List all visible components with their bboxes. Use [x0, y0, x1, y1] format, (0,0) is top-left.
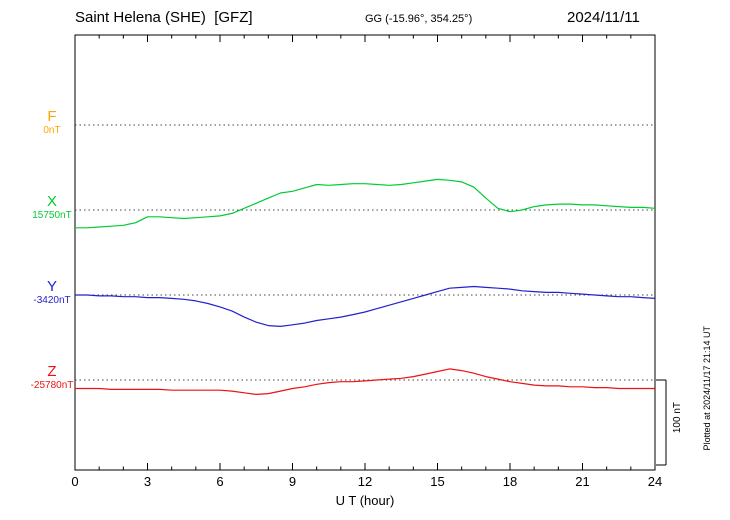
trace-x: [75, 178, 656, 229]
plotted-timestamp-note: Plotted at 2024/11/17 21:14 UT: [702, 326, 712, 451]
scale-bar-label: 100 nT: [672, 402, 683, 434]
x-tick-label: 24: [647, 474, 663, 489]
x-tick-label: 0: [71, 474, 79, 489]
channel-baseline-f: 0nT: [43, 125, 61, 136]
channel-baseline-x: 15750nT: [32, 210, 72, 221]
x-tick-label: 9: [288, 474, 297, 489]
geographic-coordinates: GG (-15.96°, 354.25°): [365, 13, 473, 25]
channel-letter-y: Y: [46, 278, 57, 295]
x-tick-label: 6: [216, 474, 224, 489]
x-tick-label: 21: [575, 474, 590, 489]
channel-label-y: Y -3420nT: [0, 278, 86, 307]
channel-label-f: F 0nT: [0, 108, 86, 137]
channel-label-z: Z -25780nT: [0, 363, 86, 392]
plot-date: 2024/11/11: [567, 9, 640, 26]
channel-baseline-y: -3420nT: [33, 295, 71, 306]
channel-letter-z: Z: [47, 363, 57, 380]
channel-letter-f: F: [47, 108, 57, 125]
channel-baseline-z: -25780nT: [30, 380, 74, 391]
x-tick-label: 3: [143, 474, 152, 489]
x-axis-title: U T (hour): [335, 493, 395, 508]
channel-label-x: X 15750nT: [0, 193, 86, 222]
plot-border: [74, 34, 656, 471]
x-tick-label: 15: [430, 474, 445, 489]
x-tick-label: 18: [502, 474, 518, 489]
channel-letter-x: X: [46, 193, 57, 210]
x-tick-label: 12: [357, 474, 373, 489]
trace-y: [75, 285, 656, 327]
station-title: Saint Helena (SHE) [GFZ]: [75, 9, 253, 26]
trace-z: [75, 368, 655, 395]
